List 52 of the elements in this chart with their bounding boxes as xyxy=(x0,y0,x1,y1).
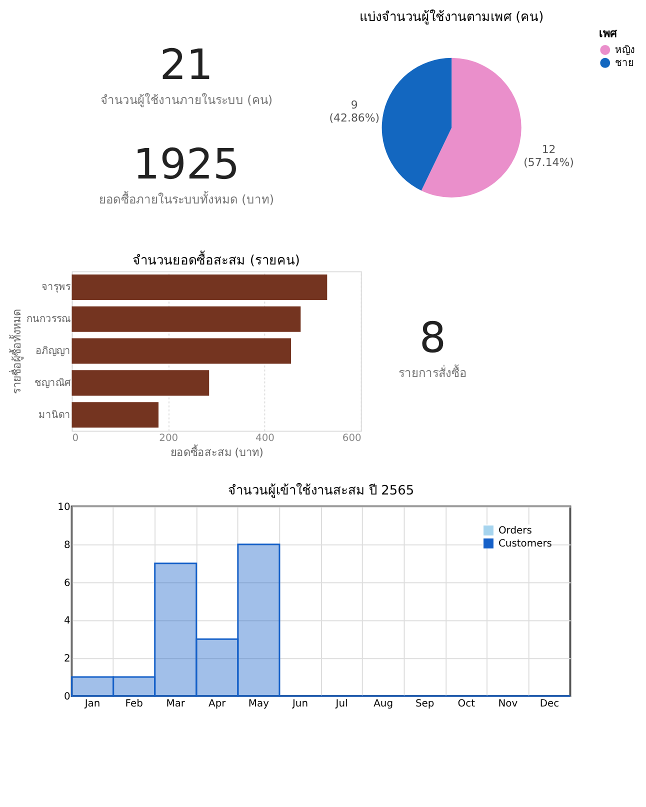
text: ยอดซื้อภายในระบบทั้งหมด (บาท) xyxy=(98,190,274,206)
y-tick-label: 2 xyxy=(64,654,70,665)
y-tick-label: 8 xyxy=(64,540,70,551)
legend-label: หญิง xyxy=(615,44,636,56)
y-tick-label: 4 xyxy=(64,616,70,627)
x-axis-title: ยอดซื้อสะสม (บาท) xyxy=(170,444,264,460)
pie-slice xyxy=(421,58,522,198)
y-tick-label: กนกวรรณ xyxy=(26,314,70,326)
bar xyxy=(237,544,280,697)
x-tick-label: Feb xyxy=(125,698,143,710)
y-tick-label: 10 xyxy=(58,502,70,514)
legend-label: Customers xyxy=(498,538,552,550)
data-label: 9 (42.86%) xyxy=(329,98,380,124)
x-tick-label: 0 xyxy=(72,433,79,444)
chart-title: แบ่งจำนวนผู้ใช้งานตามเพศ (คน) xyxy=(359,9,544,26)
text: 8 xyxy=(419,313,446,362)
x-tick-label: 200 xyxy=(159,433,178,444)
y-axis-title: รายชื่อผู้ซื้อทั้งหมด xyxy=(8,309,24,394)
y-tick-label: อภิญญา xyxy=(35,346,70,358)
x-tick-label: Sep xyxy=(415,698,434,710)
text: 1925 xyxy=(133,140,240,189)
legend-label: Orders xyxy=(498,525,532,536)
bar xyxy=(112,676,156,697)
text: 21 xyxy=(160,40,214,89)
y-tick-label: จารุพร xyxy=(41,282,72,294)
y-tick-label: มานิดา xyxy=(38,410,70,421)
x-tick-label: Nov xyxy=(498,698,518,710)
x-tick-label: Jan xyxy=(84,698,100,710)
y-tick-label: 6 xyxy=(64,578,70,589)
x-tick-label: Jun xyxy=(291,698,308,710)
legend-title: เพศ xyxy=(599,27,618,40)
pie-slice xyxy=(382,58,452,191)
text: จำนวนผู้ใช้งานภายในระบบ (คน) xyxy=(100,92,272,108)
chart-title: จำนวนยอดซื้อสะสม (รายคน) xyxy=(132,250,300,268)
x-tick-label: Dec xyxy=(540,698,560,710)
bar xyxy=(154,562,198,697)
data-label: 12 (57.14%) xyxy=(524,142,574,169)
y-tick-label: ชญาณิศ xyxy=(34,378,72,389)
x-tick-label: Aug xyxy=(374,698,394,710)
x-tick-label: May xyxy=(248,698,270,710)
x-tick-label: Apr xyxy=(208,698,227,710)
bar xyxy=(71,676,114,697)
chart-title: จำนวนผู้เข้าใช้งานสะสม ปี 2565 xyxy=(228,482,414,499)
x-tick-label: Oct xyxy=(458,698,476,710)
x-tick-label: 400 xyxy=(256,433,275,444)
bar xyxy=(196,638,239,697)
x-tick-label: Jul xyxy=(334,698,348,710)
legend-label: ชาย xyxy=(615,58,634,69)
x-tick-label: Mar xyxy=(166,698,186,710)
x-tick-label: 600 xyxy=(342,433,362,444)
y-tick-label: 0 xyxy=(64,691,70,702)
text: รายการสั่งซื้อ xyxy=(398,364,467,380)
